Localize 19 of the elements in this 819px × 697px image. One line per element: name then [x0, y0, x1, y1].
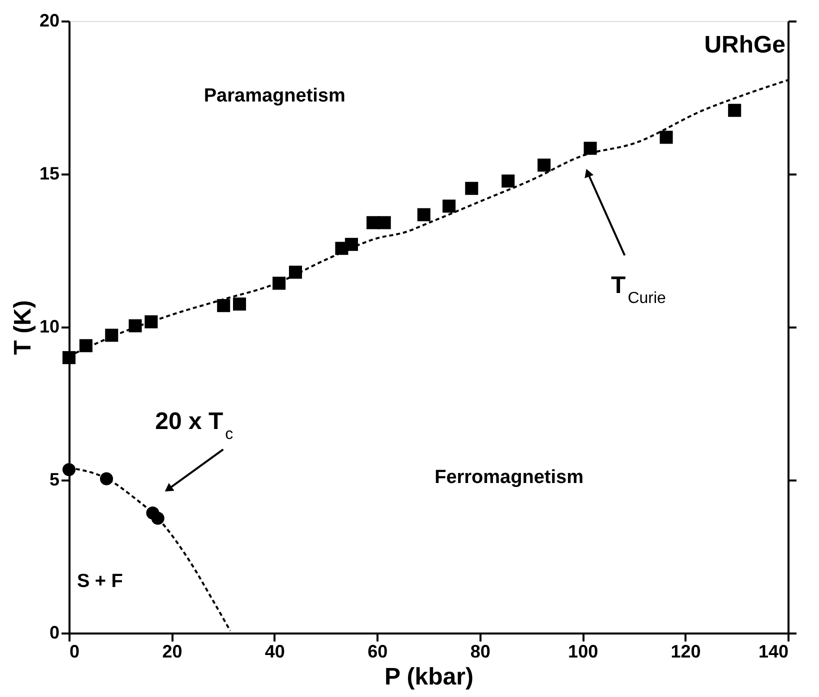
x-tick-label: 0: [70, 642, 80, 662]
x-tick-label: 60: [368, 642, 388, 662]
x-axis-title: P (kbar): [384, 664, 474, 690]
x-tick-label: 100: [568, 642, 598, 662]
y-tick-label: 15: [39, 164, 60, 184]
x-tick-label: 80: [470, 642, 490, 662]
x-tick-label: 140: [758, 642, 788, 662]
y-tick-label: 10: [39, 316, 60, 336]
annotation: Ferromagnetism: [434, 466, 584, 488]
x-tick-label: 40: [264, 642, 285, 662]
x-tick-label: 20: [162, 642, 182, 662]
y-tick-label: 0: [49, 622, 60, 642]
y-tick-label: 5: [49, 470, 60, 490]
y-axis-title: T (K): [9, 300, 36, 355]
annotation: S + F: [76, 570, 123, 592]
annotation: Paramagnetism: [204, 86, 346, 107]
annotation: URhGe: [704, 31, 786, 58]
x-tick-label: 120: [670, 642, 701, 662]
y-tick-label: 20: [39, 10, 60, 30]
